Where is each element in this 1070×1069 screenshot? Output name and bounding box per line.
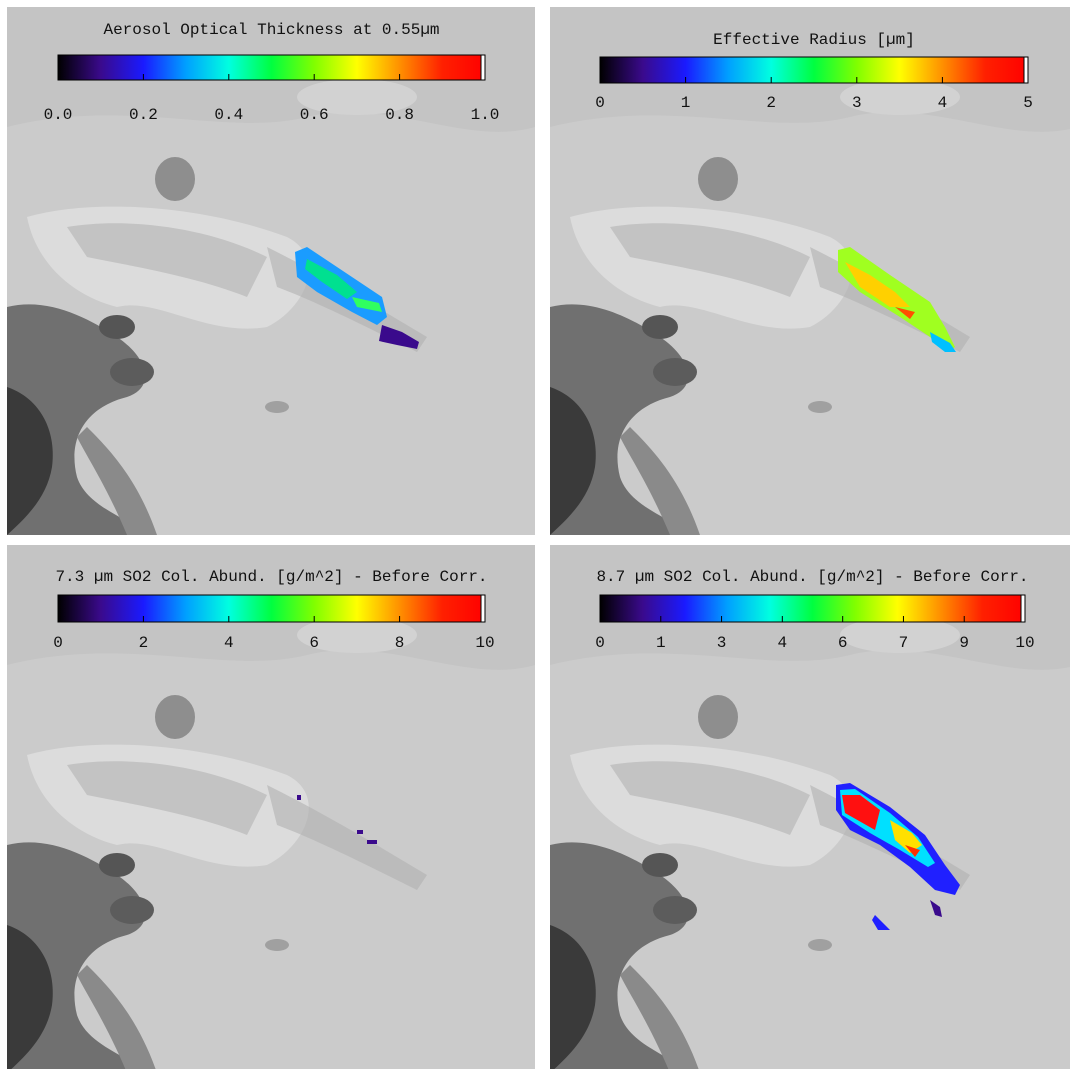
colorbar-tick-label: 4 <box>224 634 234 652</box>
colorbar-tick-label: 10 <box>1015 634 1034 652</box>
panel-4 <box>550 545 1070 1069</box>
colorbar-tick-label: 0.2 <box>129 106 158 124</box>
colorbar-tick-label: 3 <box>852 94 862 112</box>
colorbar-tick-label: 0 <box>595 634 605 652</box>
colorbar-title: 7.3 µm SO2 Col. Abund. [g/m^2] - Before … <box>55 568 487 586</box>
colorbar <box>58 55 485 80</box>
colorbar-end <box>1024 57 1028 83</box>
colorbar-tick-label: 5 <box>1023 94 1033 112</box>
colorbar-end <box>481 595 485 622</box>
colorbar-tick-label: 6 <box>838 634 848 652</box>
colorbar-end <box>1021 595 1025 622</box>
colorbar-title: Aerosol Optical Thickness at 0.55µm <box>103 21 439 39</box>
figure: Aerosol Optical Thickness at 0.55µm 0.0 0.… <box>0 0 1070 1069</box>
colorbar-tick-label: 9 <box>959 634 969 652</box>
colorbar <box>600 595 1025 622</box>
colorbar-tick-label: 0.8 <box>385 106 414 124</box>
colorbar-tick-label: 8 <box>395 634 405 652</box>
colorbar-end <box>481 55 485 80</box>
colorbar-tick-label: 7 <box>899 634 909 652</box>
colorbar-tick-label: 0 <box>53 634 63 652</box>
colorbar-tick-label: 2 <box>139 634 149 652</box>
colorbar-tick-label: 1 <box>681 94 691 112</box>
colorbar-tick-label: 0.6 <box>300 106 329 124</box>
colorbar <box>58 595 485 622</box>
colorbar <box>600 57 1028 83</box>
colorbar-tick-label: 4 <box>778 634 788 652</box>
colorbar-tick-label: 3 <box>717 634 727 652</box>
colorbar-tick-label: 4 <box>938 94 948 112</box>
colorbar-tick-label: 6 <box>309 634 319 652</box>
colorbar-tick-label: 1 <box>656 634 666 652</box>
panel-1 <box>7 7 535 535</box>
panel-3 <box>7 545 535 1069</box>
colorbar-title: 8.7 µm SO2 Col. Abund. [g/m^2] - Before … <box>596 568 1028 586</box>
colorbar-title: Effective Radius [µm] <box>713 31 915 49</box>
colorbar-tick-label: 2 <box>766 94 776 112</box>
panel-2 <box>550 7 1070 535</box>
colorbar-tick-label: 10 <box>475 634 494 652</box>
colorbar-tick-label: 1.0 <box>471 106 500 124</box>
colorbar-tick-label: 0.0 <box>44 106 73 124</box>
colorbar-tick-label: 0.4 <box>214 106 243 124</box>
colorbar-tick-label: 0 <box>595 94 605 112</box>
